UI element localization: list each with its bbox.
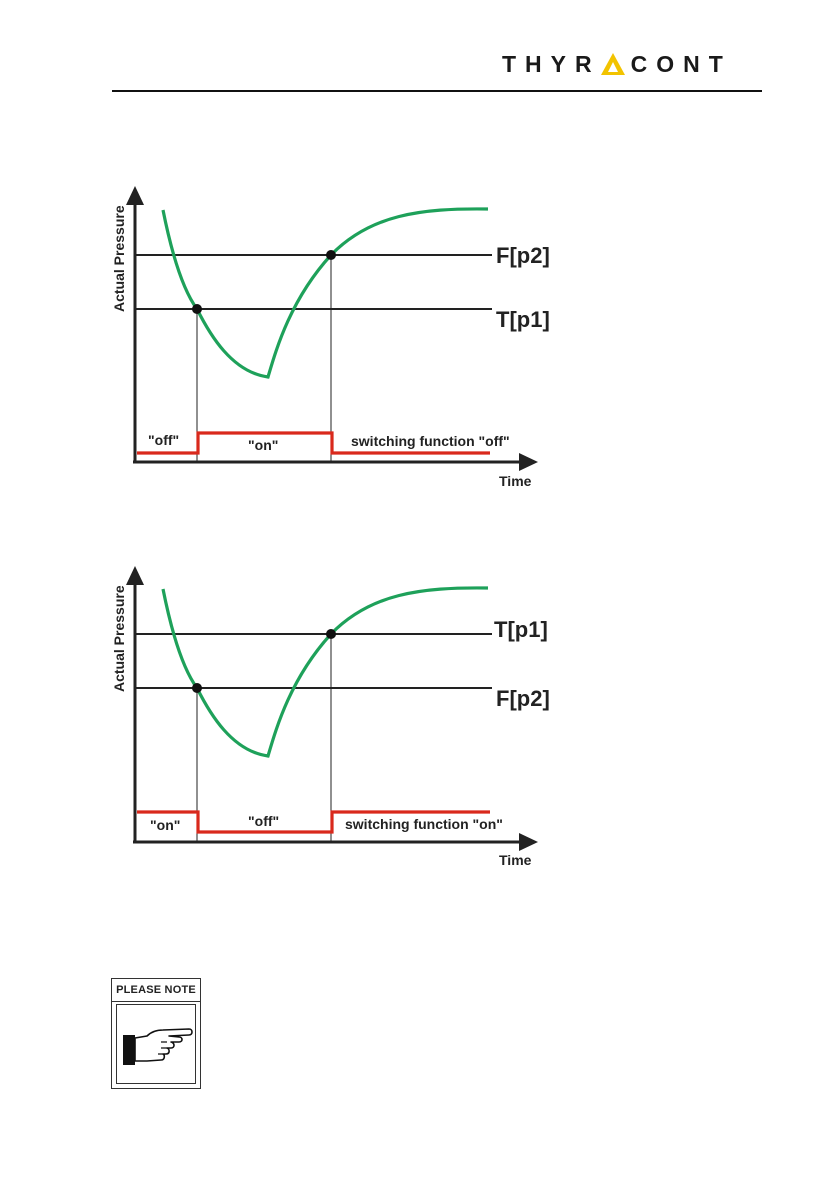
switch-off-point [192,683,202,693]
please-note-box: PLEASE NOTE [111,978,201,1089]
y-axis-arrow [126,186,144,205]
switching-signal [137,431,490,455]
state-label-middle: "off" [248,813,279,829]
diagram-1: Actual Pressure Time F[p2] T[p1] "off" "… [111,186,550,489]
y-axis-label: Actual Pressure [111,585,127,692]
switch-off-point [326,250,336,260]
diagram-2: Actual Pressure Time T[p1] F[p2] "on" "o… [111,566,550,868]
state-label-right: switching function "on" [345,816,503,832]
upper-threshold-label: T[p1] [494,617,548,642]
x-axis-label: Time [499,473,532,489]
y-axis-label: Actual Pressure [111,205,127,312]
switch-on-point [326,629,336,639]
lower-threshold-label: T[p1] [496,307,550,332]
pointing-hand-icon [123,1028,193,1065]
note-icon-frame [116,1004,196,1084]
x-axis-arrow [519,833,538,851]
company-logo: THYR CONT [502,48,732,80]
x-axis-arrow [519,453,538,471]
state-label-middle: "on" [248,437,278,453]
pressure-curve [161,207,489,379]
header-rule [112,90,762,92]
state-label-left: "on" [150,817,180,833]
switch-on-point [192,304,202,314]
logo-text-left: THYR [502,50,601,77]
upper-threshold-label: F[p2] [496,243,550,268]
lower-threshold-label: F[p2] [496,686,550,711]
logo-text-right: CONT [630,50,732,77]
x-axis-label: Time [499,852,532,868]
please-note-title: PLEASE NOTE [112,979,200,1002]
pressure-curve [161,586,489,758]
switching-signal [137,810,490,834]
state-label-left: "off" [148,432,179,448]
logo-triangle-icon [600,53,625,75]
y-axis-arrow [126,566,144,585]
state-label-right: switching function "off" [351,433,510,449]
